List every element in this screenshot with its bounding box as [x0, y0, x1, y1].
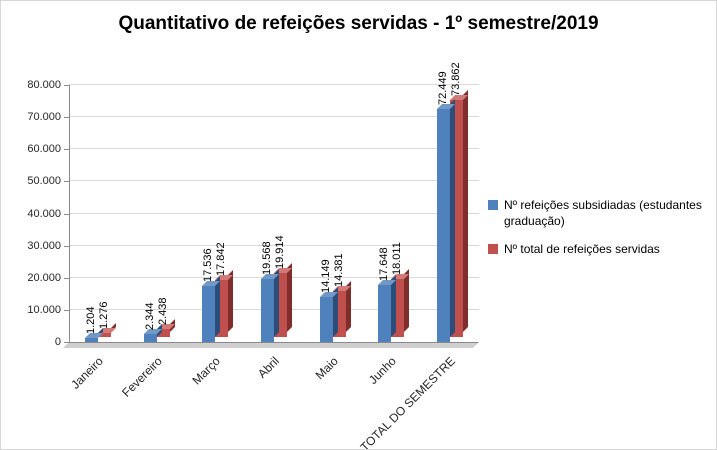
gridline	[69, 148, 479, 150]
bar-series1-abril	[261, 269, 279, 342]
bar-face	[319, 296, 333, 342]
bar-series1-janeiro	[85, 328, 104, 342]
chart-floor	[63, 342, 479, 348]
y-tick-mark	[64, 245, 69, 247]
bar-face	[156, 329, 170, 337]
bar-face	[378, 285, 392, 342]
bar-face	[202, 285, 216, 342]
bar-series1-março	[202, 275, 221, 342]
legend-swatch-icon	[488, 244, 498, 254]
bar-series1-maio	[319, 286, 338, 342]
y-tick-label: 70.000	[27, 111, 61, 124]
bar-side	[215, 275, 221, 337]
data-label: 1.276	[98, 301, 111, 329]
y-tick-mark	[64, 213, 69, 215]
legend-item-series1: Nº refeições subsidiadas (estudantes gra…	[488, 197, 710, 229]
y-tick-mark	[64, 309, 69, 311]
bar-side	[404, 269, 410, 332]
data-label: 2.344	[143, 302, 156, 331]
plot-area: 1.276 1.204 Janeiro 2.438 2.344 Fevereiro 17.8…	[63, 62, 479, 449]
data-label: 19.568	[261, 241, 273, 276]
y-tick-mark	[64, 181, 69, 183]
legend-label: Nº total de refeições servidas	[504, 242, 660, 256]
y-tick-mark	[64, 277, 69, 279]
bar-side	[274, 269, 279, 337]
data-label: 17.536	[202, 248, 215, 282]
gridline	[69, 212, 479, 214]
data-label: 18.011	[391, 242, 404, 276]
data-label: 73.862	[449, 62, 462, 96]
legend-label: Nº refeições subsidiadas (estudantes gra…	[504, 198, 702, 228]
bar-series1-fevereiro	[143, 324, 162, 342]
y-tick-mark	[64, 85, 69, 86]
y-tick-label: 50.000	[27, 175, 61, 188]
bar-face	[143, 334, 157, 342]
bar-face	[261, 279, 274, 342]
y-tick-label: 40.000	[27, 207, 61, 220]
bar-side	[228, 269, 234, 332]
y-tick-label: 20.000	[27, 271, 61, 284]
y-tick-label: 30.000	[27, 239, 61, 252]
gridline	[69, 84, 479, 85]
data-label: 1.204	[85, 306, 98, 335]
bar-face	[85, 338, 99, 342]
y-tick-mark	[64, 342, 69, 343]
gridline	[69, 244, 479, 246]
y-tick-mark	[64, 117, 69, 119]
bar-side	[287, 263, 292, 332]
bar-side	[391, 275, 397, 337]
data-label: 14.149	[319, 258, 332, 293]
data-label: 72.449	[436, 71, 449, 106]
bar-series2-fevereiro	[156, 319, 175, 337]
bar-series1-junho	[378, 275, 397, 342]
data-label: 14.381	[332, 253, 345, 287]
y-tick-mark	[64, 149, 69, 151]
data-label: 17.648	[378, 247, 391, 282]
bar-side	[462, 89, 468, 332]
data-label: 19.914	[274, 235, 286, 270]
x-category-label: TOTAL DO SEMESTRE	[357, 354, 458, 450]
bar-face	[436, 109, 450, 342]
gridline	[69, 116, 479, 118]
bar-face	[98, 332, 112, 337]
data-label: 17.842	[215, 242, 228, 276]
y-tick-label: 10.000	[27, 303, 61, 316]
bar-side	[449, 99, 455, 337]
legend-swatch-icon	[488, 200, 498, 210]
legend-item-series2: Nº total de refeições servidas	[488, 241, 710, 257]
gridline	[69, 180, 479, 182]
bar-series1-total-do-semestre	[436, 99, 455, 342]
y-tick-label: 0	[54, 336, 61, 348]
chart-title: Quantitativo de refeições servidas - 1º …	[118, 13, 599, 34]
data-label: 2.438	[156, 297, 169, 326]
legend: Nº refeições subsidiadas (estudantes gra…	[488, 197, 710, 269]
y-axis	[69, 85, 70, 342]
y-tick-label: 80.000	[27, 79, 61, 91]
y-tick-label: 60.000	[27, 143, 61, 156]
bar-series2-janeiro	[98, 322, 117, 337]
